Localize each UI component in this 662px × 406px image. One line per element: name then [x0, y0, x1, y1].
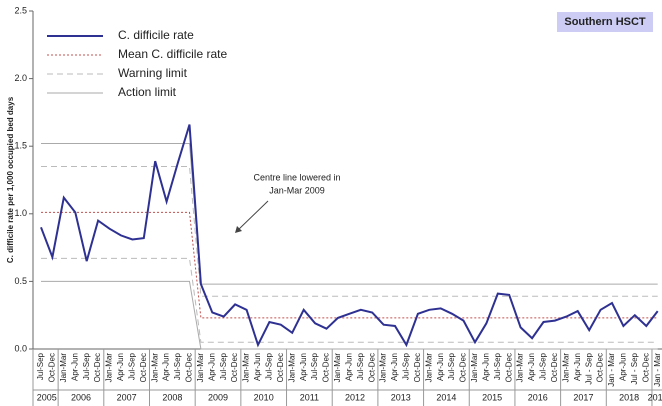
y-tick-label: 0.5: [14, 276, 27, 286]
x-tick-label: Jul-Sep: [356, 352, 365, 380]
x-tick-label: Jan-Mar: [196, 353, 205, 383]
x-tick-label: Jan-Mar: [59, 353, 68, 383]
mean-line: [41, 211, 658, 319]
lower-limit: [41, 257, 658, 343]
x-tick-label: Oct-Dec: [93, 353, 102, 382]
x-tick-label: Oct-Dec: [48, 353, 57, 382]
x-tick-label: Jul-Sep: [36, 352, 45, 380]
x-tick-label: Jan-Mar: [105, 353, 114, 383]
x-tick-label: Oct-Dec: [276, 353, 285, 382]
y-axis-label: C. difficile rate per 1,000 occupied bed…: [6, 96, 15, 263]
x-tick-label: Apr-Jun: [162, 353, 171, 381]
y-tick-label: 2.0: [14, 73, 27, 83]
year-label: 2017: [573, 392, 593, 402]
rate-line: [40, 124, 659, 348]
year-label: 2010: [254, 392, 274, 402]
x-tick-label: Oct-Dec: [596, 353, 605, 382]
annotation-arrow: [236, 200, 269, 232]
year-label: 2014: [436, 392, 456, 402]
x-tick-label: Apr-Jun: [207, 353, 216, 381]
year-label: 2012: [345, 392, 365, 402]
x-tick-label: Oct-Dec: [641, 353, 650, 382]
x-tick-label: Jan-Mar: [470, 353, 479, 383]
legend-label: C. difficile rate: [118, 28, 194, 42]
x-tick-label: Oct-Dec: [139, 353, 148, 382]
x-tick-label: Apr-Jun: [573, 353, 582, 381]
x-tick-label: Apr-Jun: [527, 353, 536, 381]
x-tick-label: Jan-Mar: [516, 353, 525, 383]
x-tick-label: Oct-Dec: [367, 353, 376, 382]
legend-label: Warning limit: [118, 66, 188, 80]
x-tick-label: Jul - Sep: [584, 352, 593, 384]
x-tick-label: Apr-Jun: [299, 353, 308, 381]
year-label: 2007: [117, 392, 137, 402]
x-tick-label: Jan - Mar: [653, 353, 662, 387]
x-tick-label: Oct-Dec: [550, 353, 559, 382]
x-tick-label: Jul - Sep: [630, 352, 639, 384]
badge-box: [557, 12, 653, 32]
x-tick-label: Jul-Sep: [447, 352, 456, 380]
x-tick-label: Jul-Sep: [82, 352, 91, 380]
x-tick-label: Jul-Sep: [402, 352, 411, 380]
x-tick-label: Jan-Mar: [379, 353, 388, 383]
upper-limit: [41, 166, 658, 297]
x-tick-label: Apr-Jun: [116, 353, 125, 381]
x-tick-label: Oct-Dec: [459, 353, 468, 382]
y-tick-label: 2.5: [14, 5, 27, 15]
year-label: 2013: [391, 392, 411, 402]
x-tick-label: Jul-Sep: [539, 352, 548, 380]
x-tick-label: Jul-Sep: [265, 352, 274, 380]
x-tick-label: Apr-Jun: [436, 353, 445, 381]
x-tick-label: Apr-Jun: [344, 353, 353, 381]
x-tick-label: Jul-Sep: [173, 352, 182, 380]
year-label: 2011: [300, 392, 319, 402]
x-tick-label: Oct-Dec: [413, 353, 422, 382]
x-tick-label: Oct-Dec: [230, 353, 239, 382]
x-tick-label: Jan-Mar: [333, 353, 342, 383]
x-tick-label: Apr-Jun: [481, 353, 490, 381]
x-tick-label: Apr-Jun: [253, 353, 262, 381]
year-label: 2006: [71, 392, 91, 402]
annotation: Jan-Mar 2009: [269, 185, 325, 195]
x-tick-label: Oct-Dec: [322, 353, 331, 382]
badge: Southern HSCT: [564, 16, 646, 28]
x-tick-label: Jan-Mar: [561, 353, 570, 383]
y-tick-label: 1.0: [14, 208, 27, 218]
lower-limit: [41, 280, 658, 350]
x-tick-label: Apr-Jun: [619, 353, 628, 381]
legend-label: Action limit: [118, 85, 177, 99]
legend-label: Mean C. difficile rate: [118, 47, 227, 61]
x-tick-label: Jan-Mar: [150, 353, 159, 383]
x-tick-label: Oct-Dec: [185, 353, 194, 382]
x-tick-label: Jul-Sep: [219, 352, 228, 380]
year-label: 2019: [648, 392, 662, 402]
upper-limit: [41, 143, 658, 285]
year-label: 2018: [619, 392, 639, 402]
year-label: 2008: [162, 392, 182, 402]
x-tick-label: Jul-Sep: [493, 352, 502, 380]
year-label: 2009: [208, 392, 228, 402]
x-tick-label: Apr-Jun: [70, 353, 79, 381]
year-label: 2016: [528, 392, 548, 402]
annotation: Centre line lowered in: [253, 172, 340, 182]
year-label: 2005: [37, 392, 57, 402]
x-tick-label: Apr-Jun: [390, 353, 399, 381]
x-tick-label: Jan - Mar: [607, 353, 616, 387]
x-tick-label: Jan-Mar: [287, 353, 296, 383]
x-tick-label: Jan-Mar: [242, 353, 251, 383]
year-label: 2015: [482, 392, 502, 402]
x-tick-label: Jul-Sep: [310, 352, 319, 380]
y-tick-label: 1.5: [14, 141, 27, 151]
x-tick-label: Oct-Dec: [504, 353, 513, 382]
x-tick-label: Jul-Sep: [127, 352, 136, 380]
y-tick-label: 0.0: [14, 343, 27, 353]
arrow-head: [235, 226, 242, 233]
x-tick-label: Jan-Mar: [424, 353, 433, 383]
